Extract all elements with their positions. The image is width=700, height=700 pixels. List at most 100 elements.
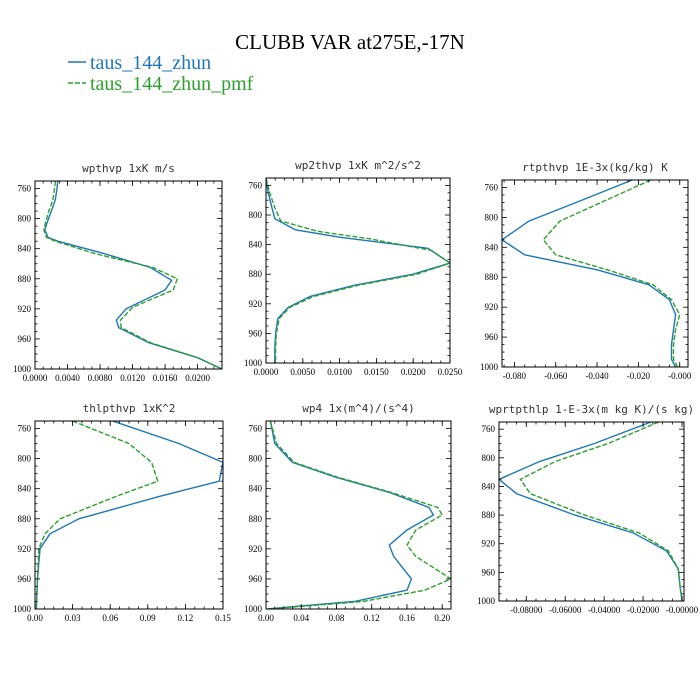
x-tick-label: -0.060 bbox=[544, 371, 568, 381]
series-line-zhun-pmf bbox=[43, 181, 222, 369]
series-line-zhun-pmf bbox=[267, 421, 451, 609]
y-tick-label: 840 bbox=[18, 484, 32, 494]
x-tick-label: 0.08 bbox=[329, 613, 345, 623]
y-tick-label: 880 bbox=[249, 514, 263, 524]
y-tick-label: 880 bbox=[482, 510, 496, 520]
x-tick-label: -0.020 bbox=[627, 371, 651, 381]
x-tick-label: 0.0000 bbox=[23, 373, 48, 383]
series-line-zhun-pmf bbox=[35, 421, 159, 609]
y-tick-label: 800 bbox=[18, 214, 32, 224]
plot-frame bbox=[34, 420, 224, 610]
plot-frame bbox=[501, 179, 689, 368]
y-tick-label: 960 bbox=[18, 334, 32, 344]
plot-frame bbox=[34, 180, 223, 370]
x-tick-label: -0.06000 bbox=[549, 605, 582, 615]
panels: wpthvp 1xK m/s 0.0000 0.0040 0.0080 0.0120 0.… bbox=[13, 159, 699, 623]
y-tick-label: 920 bbox=[18, 304, 32, 314]
y-tick-label: 960 bbox=[485, 332, 499, 342]
y-tick-label: 880 bbox=[18, 274, 32, 284]
y-tick-label: 840 bbox=[482, 481, 496, 491]
y-tick-label: 840 bbox=[249, 240, 263, 250]
x-tick-label: 0.0200 bbox=[401, 367, 426, 377]
panel-5: wp4 1x(m^4)/(s^4) 0.00 0.04 0.08 0.12 0.16 0.2… bbox=[244, 402, 452, 623]
y-tick-label: 840 bbox=[18, 244, 32, 254]
legend: taus_144_zhun taus_144_zhun_pmf bbox=[68, 52, 254, 95]
panel-2: wp2thvp 1xK m^2/s^2 0.0000 0.0050 0.0100 0.0… bbox=[244, 159, 463, 377]
x-tick-label: 0.00 bbox=[258, 613, 274, 623]
x-tick-label: 0.0160 bbox=[153, 373, 178, 383]
legend-label-zhun: taus_144_zhun bbox=[90, 52, 211, 74]
x-tick-label: 0.0150 bbox=[364, 367, 389, 377]
y-tick-label: 1000 bbox=[244, 604, 263, 614]
series-line-zhun bbox=[267, 421, 435, 609]
panel-title: rtpthvp 1E-3x(kg/kg) K bbox=[522, 161, 668, 174]
legend-label-zhun-pmf: taus_144_zhun_pmf bbox=[90, 73, 254, 95]
x-tick-label: -0.00000 bbox=[666, 605, 699, 615]
x-tick-label: 0.12 bbox=[364, 613, 380, 623]
x-tick-label: 0.0250 bbox=[438, 367, 463, 377]
x-tick-label: 0.04 bbox=[293, 613, 309, 623]
panel-title: wp4 1x(m^4)/(s^4) bbox=[302, 402, 415, 415]
x-tick-label: 0.20 bbox=[434, 613, 450, 623]
panel-title: thlpthvp 1xK^2 bbox=[83, 402, 176, 415]
series-line-zhun-pmf bbox=[266, 178, 450, 363]
series-line-zhun-pmf bbox=[519, 422, 683, 601]
y-tick-label: 800 bbox=[249, 210, 263, 220]
y-tick-label: 1000 bbox=[13, 364, 32, 374]
x-tick-label: 0.0040 bbox=[55, 373, 80, 383]
x-tick-label: 0.09 bbox=[140, 613, 156, 623]
y-tick-label: 760 bbox=[249, 180, 263, 190]
x-tick-label: 0.0120 bbox=[120, 373, 145, 383]
y-tick-label: 960 bbox=[18, 574, 32, 584]
y-tick-label: 760 bbox=[485, 182, 499, 192]
y-tick-label: 920 bbox=[249, 544, 263, 554]
series-line-zhun bbox=[44, 181, 222, 369]
series-line-zhun bbox=[35, 421, 223, 609]
plot-frame bbox=[265, 420, 452, 610]
panel-6: wprtpthlp 1-E-3x(m kg K)/(s kg)-0.08000-… bbox=[477, 403, 699, 615]
x-tick-label: -0.040 bbox=[585, 371, 609, 381]
y-tick-label: 760 bbox=[18, 184, 32, 194]
y-tick-label: 1000 bbox=[13, 604, 32, 614]
panel-title: wpthvp 1xK m/s bbox=[82, 162, 175, 175]
x-tick-label: 0.0080 bbox=[88, 373, 113, 383]
y-tick-label: 760 bbox=[482, 424, 496, 434]
y-tick-label: 920 bbox=[485, 302, 499, 312]
plot-frame bbox=[498, 421, 685, 602]
x-tick-label: 0.00 bbox=[27, 613, 43, 623]
x-tick-label: 0.0050 bbox=[290, 367, 315, 377]
panel-1: wpthvp 1xK m/s 0.0000 0.0040 0.0080 0.0120 0.… bbox=[13, 162, 223, 383]
y-tick-label: 800 bbox=[249, 454, 263, 464]
x-tick-label: 0.12 bbox=[178, 613, 194, 623]
y-tick-label: 880 bbox=[249, 269, 263, 279]
x-tick-label: -0.000 bbox=[668, 371, 692, 381]
y-tick-label: 800 bbox=[18, 454, 32, 464]
x-tick-label: -0.02000 bbox=[627, 605, 660, 615]
x-tick-label: 0.16 bbox=[399, 613, 415, 623]
x-tick-label: 0.0200 bbox=[185, 373, 210, 383]
series-line-zhun bbox=[266, 178, 450, 363]
y-tick-label: 960 bbox=[482, 567, 496, 577]
y-tick-label: 880 bbox=[18, 514, 32, 524]
x-tick-label: 0.06 bbox=[102, 613, 118, 623]
y-tick-label: 880 bbox=[485, 272, 499, 282]
y-tick-label: 920 bbox=[18, 544, 32, 554]
x-tick-label: 0.0000 bbox=[254, 367, 279, 377]
y-tick-label: 760 bbox=[249, 424, 263, 434]
y-tick-label: 840 bbox=[485, 242, 499, 252]
y-tick-label: 800 bbox=[485, 212, 499, 222]
y-tick-label: 840 bbox=[249, 484, 263, 494]
y-tick-label: 760 bbox=[18, 424, 32, 434]
y-tick-label: 920 bbox=[249, 299, 263, 309]
y-tick-label: 960 bbox=[249, 574, 263, 584]
y-tick-label: 1000 bbox=[480, 362, 499, 372]
y-tick-label: 920 bbox=[482, 539, 496, 549]
x-tick-label: -0.080 bbox=[503, 371, 527, 381]
x-tick-label: 0.03 bbox=[65, 613, 81, 623]
plot-frame bbox=[265, 177, 451, 364]
y-tick-label: 1000 bbox=[477, 596, 496, 606]
x-tick-label: -0.08000 bbox=[510, 605, 543, 615]
x-tick-label: -0.04000 bbox=[588, 605, 621, 615]
series-line-zhun bbox=[502, 180, 677, 367]
